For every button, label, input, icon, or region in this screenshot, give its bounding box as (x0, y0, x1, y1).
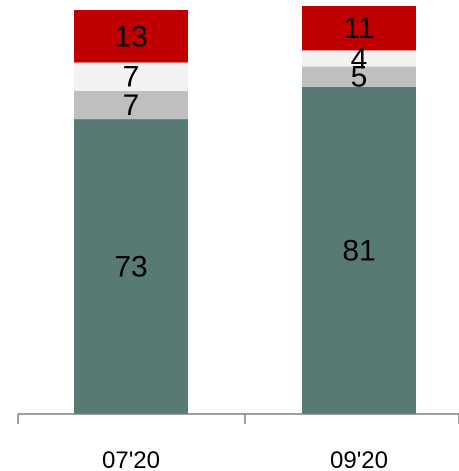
data-label: 7 (123, 89, 140, 122)
bar-segment (74, 10, 188, 63)
data-label: 11 (343, 12, 374, 45)
bars-group (74, 5, 416, 414)
data-label: 81 (342, 234, 375, 267)
bar-segment (302, 5, 416, 51)
data-label: 4 (351, 42, 368, 75)
bar-segment (74, 119, 188, 414)
x-tick-label: 09'20 (330, 447, 388, 471)
x-tick-label: 07'20 (102, 447, 160, 471)
data-label: 13 (114, 20, 147, 53)
data-label: 7 (123, 61, 140, 94)
x-axis-ticks (17, 414, 459, 424)
x-axis-tick-labels: 07'20 09'20 (102, 447, 388, 471)
data-label: 73 (114, 251, 147, 284)
bar-segment (302, 66, 416, 87)
bar-segment (302, 50, 416, 67)
bar-segment (74, 90, 188, 120)
data-label: 5 (351, 61, 368, 94)
bar-segment (74, 62, 188, 91)
bar-segment (302, 86, 416, 414)
